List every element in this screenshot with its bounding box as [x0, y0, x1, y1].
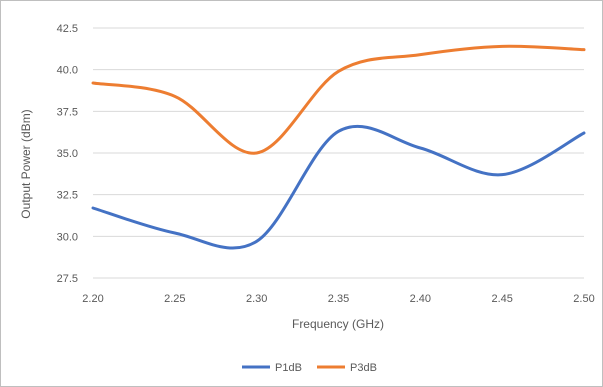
x-tick-label: 2.25: [164, 293, 185, 305]
x-tick-label: 2.35: [328, 293, 349, 305]
x-axis-title: Frequency (GHz): [292, 317, 384, 331]
x-tick-labels: 2.20 2.25 2.30 2.35 2.40 2.45 2.50: [82, 293, 594, 305]
y-tick-label: 27.5: [57, 273, 78, 285]
x-tick-label: 2.20: [82, 293, 103, 305]
x-tick-label: 2.40: [410, 293, 431, 305]
series-lines: [91, 44, 586, 250]
gridlines: [93, 27, 584, 279]
x-tick-label: 2.50: [573, 293, 594, 305]
y-tick-label: 35.0: [57, 148, 78, 160]
legend-label-p3db: P3dB: [350, 362, 377, 374]
legend: P1dB P3dB: [242, 362, 377, 374]
x-tick-label: 2.45: [491, 293, 512, 305]
y-tick-labels: 27.5 30.0 32.5 35.0 37.5 40.0 42.5: [57, 23, 78, 285]
series-line-p3db: [91, 44, 586, 155]
y-axis-title: Output Power (dBm): [19, 109, 33, 218]
y-tick-label: 37.5: [57, 106, 78, 118]
y-tick-label: 42.5: [57, 23, 78, 35]
y-tick-label: 32.5: [57, 190, 78, 202]
y-tick-label: 30.0: [57, 231, 78, 243]
x-tick-label: 2.30: [246, 293, 267, 305]
legend-label-p1db: P1dB: [275, 362, 302, 374]
series-line-p1db: [91, 124, 586, 250]
y-tick-label: 40.0: [57, 65, 78, 77]
